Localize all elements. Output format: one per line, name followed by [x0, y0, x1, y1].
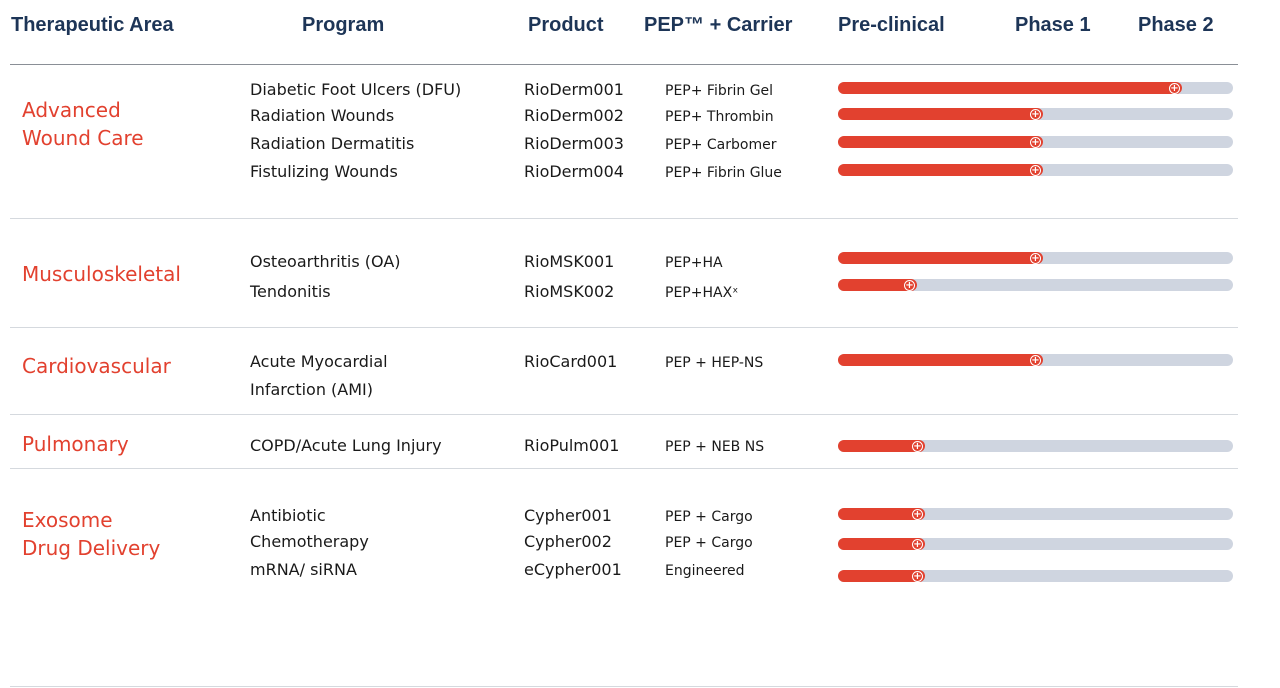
progress-track: + — [838, 108, 1233, 120]
progress-bar-rioderm002 — [838, 108, 1043, 120]
plus-circle-icon: + — [904, 279, 915, 291]
plus-circle-icon: + — [1030, 252, 1041, 264]
product-code: RioDerm004 — [524, 162, 624, 181]
progress-track: + — [838, 82, 1233, 94]
progress-bar-cypher001 — [838, 508, 925, 520]
plus-circle-icon: + — [1030, 164, 1041, 176]
program-name: Tendonitis — [250, 282, 331, 301]
product-code: RioCard001 — [524, 352, 618, 371]
divider — [10, 686, 1238, 687]
area-advanced-wound-care: Advanced Wound Care — [22, 98, 144, 150]
progress-bar-riomsk002 — [838, 279, 917, 291]
progress-track: + — [838, 136, 1233, 148]
product-code: RioDerm002 — [524, 106, 624, 125]
product-code: RioDerm001 — [524, 80, 624, 99]
plus-circle-icon: + — [912, 570, 923, 582]
program-name: Diabetic Foot Ulcers (DFU) — [250, 80, 462, 99]
carrier-name: PEP+ Thrombin — [665, 109, 774, 125]
carrier-name: PEP+HAXˣ — [665, 285, 739, 301]
header-phase-2: Phase 2 — [1138, 14, 1214, 36]
progress-bar-ecypher001 — [838, 570, 925, 582]
plus-circle-icon: + — [1030, 108, 1041, 120]
product-code: Cypher002 — [524, 532, 612, 551]
progress-bar-rioderm003 — [838, 136, 1043, 148]
divider — [10, 414, 1238, 415]
progress-track: + — [838, 164, 1233, 176]
program-name: Fistulizing Wounds — [250, 162, 398, 181]
program-name: Antibiotic — [250, 506, 326, 525]
header-carrier: PEP™ + Carrier — [644, 14, 793, 36]
header-rule — [10, 64, 1238, 65]
program-name: Infarction (AMI) — [250, 380, 374, 399]
progress-track: + — [838, 508, 1233, 520]
product-code: Cypher001 — [524, 506, 612, 525]
header-product: Product — [528, 14, 604, 36]
plus-circle-icon: + — [1030, 136, 1041, 148]
plus-circle-icon: + — [1030, 354, 1041, 366]
progress-bar-riocard001 — [838, 354, 1043, 366]
divider — [10, 218, 1238, 219]
carrier-name: PEP + Cargo — [665, 509, 753, 525]
progress-bar-riopulm001 — [838, 440, 925, 452]
product-code: RioMSK001 — [524, 252, 615, 271]
program-name: Radiation Dermatitis — [250, 134, 415, 153]
progress-track: + — [838, 279, 1233, 291]
header-program: Program — [302, 14, 385, 36]
progress-track: + — [838, 252, 1233, 264]
header-preclinical: Pre-clinical — [838, 14, 945, 36]
plus-circle-icon: + — [1169, 82, 1180, 94]
progress-bar-riomsk001 — [838, 252, 1043, 264]
carrier-name: Engineered — [665, 563, 745, 579]
program-name: COPD/Acute Lung Injury — [250, 436, 442, 455]
plus-circle-icon: + — [912, 538, 923, 550]
carrier-name: PEP + Cargo — [665, 535, 753, 551]
carrier-name: PEP+HA — [665, 255, 723, 271]
area-pulmonary: Pulmonary — [22, 432, 129, 456]
area-musculoskeletal: Musculoskeletal — [22, 262, 181, 286]
carrier-name: PEP+ Carbomer — [665, 137, 777, 153]
header-phase-1: Phase 1 — [1015, 14, 1091, 36]
carrier-name: PEP+ Fibrin Glue — [665, 165, 782, 181]
product-code: RioMSK002 — [524, 282, 615, 301]
progress-bar-cypher002 — [838, 538, 925, 550]
product-code: RioPulm001 — [524, 436, 620, 455]
plus-circle-icon: + — [912, 508, 923, 520]
progress-track: + — [838, 538, 1233, 550]
header-therapeutic-area: Therapeutic Area — [11, 14, 174, 36]
carrier-name: PEP + NEB NS — [665, 439, 765, 455]
program-name: Radiation Wounds — [250, 106, 395, 125]
program-name: Osteoarthritis (OA) — [250, 252, 401, 271]
carrier-name: PEP+ Fibrin Gel — [665, 83, 774, 99]
area-cardiovascular: Cardiovascular — [22, 354, 171, 378]
progress-track: + — [838, 354, 1233, 366]
product-code: eCypher001 — [524, 560, 622, 579]
program-name: Acute Myocardial — [250, 352, 388, 371]
program-name: mRNA/ siRNA — [250, 560, 357, 579]
program-name: Chemotherapy — [250, 532, 369, 551]
progress-bar-rioderm001 — [838, 82, 1182, 94]
progress-bar-rioderm004 — [838, 164, 1043, 176]
carrier-name: PEP + HEP-NS — [665, 355, 764, 371]
progress-track: + — [838, 570, 1233, 582]
plus-circle-icon: + — [912, 440, 923, 452]
area-exosome-drug-delivery: Exosome Drug Delivery — [22, 508, 161, 560]
product-code: RioDerm003 — [524, 134, 624, 153]
progress-track: + — [838, 440, 1233, 452]
divider — [10, 327, 1238, 328]
divider — [10, 468, 1238, 469]
